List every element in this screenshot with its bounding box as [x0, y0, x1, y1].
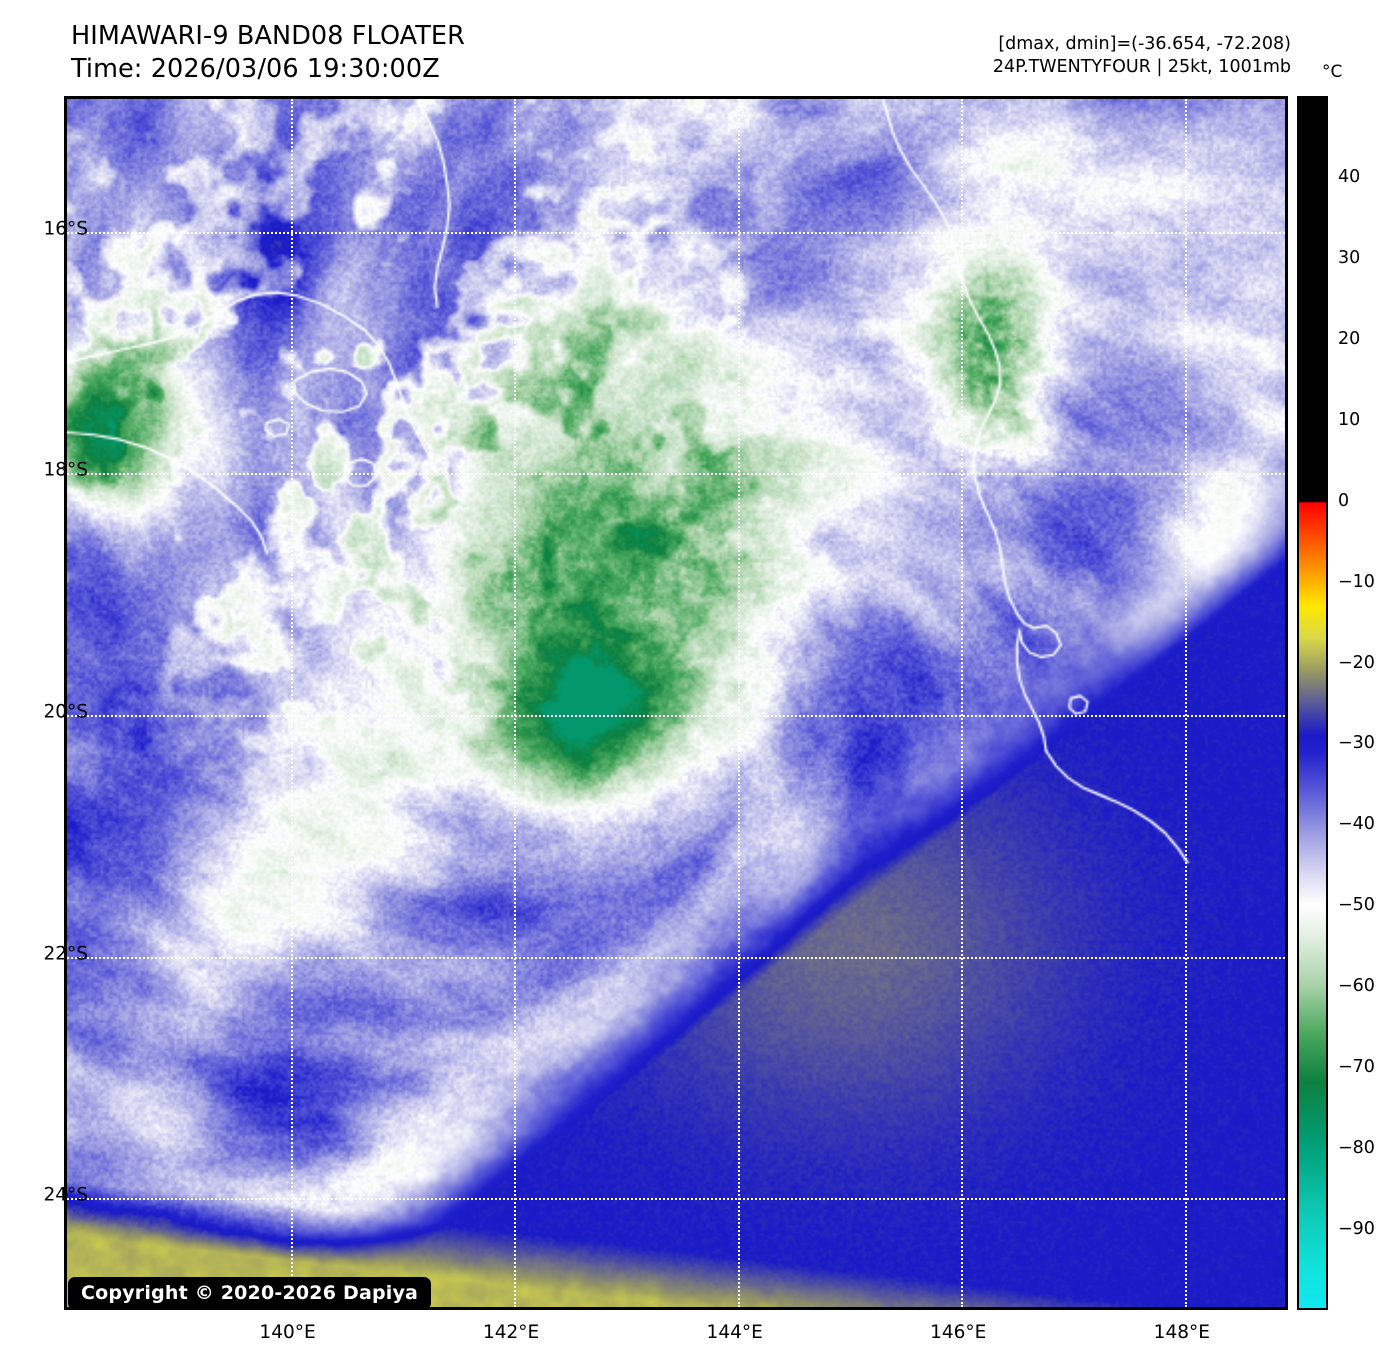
colorbar-tick-label: −90: [1338, 1219, 1375, 1240]
storm-info-label: 24P.TWENTYFOUR | 25kt, 1001mb: [992, 57, 1291, 78]
colorbar-tick-label: −10: [1338, 571, 1375, 592]
longitude-tick-label: 144°E: [706, 1322, 763, 1343]
colorbar-tick-label: −60: [1338, 976, 1375, 997]
colorbar-gradient: [1299, 98, 1326, 1308]
colorbar-tick-label: −40: [1338, 814, 1375, 835]
colorbar-tick-label: −80: [1338, 1138, 1375, 1159]
header-title-block: HIMAWARI-9 BAND08 FLOATER Time: 2026/03/…: [71, 20, 465, 86]
colorbar-tick-label: 0: [1338, 490, 1350, 511]
colorbar-tick-label: 40: [1338, 166, 1361, 187]
satellite-imagery-canvas: [67, 99, 1285, 1307]
metadata-block: [dmax, dmin]=(-36.654, -72.208) 24P.TWEN…: [993, 33, 1291, 80]
latitude-tick-label: 16°S: [43, 218, 88, 240]
longitude-tick-label: 148°E: [1153, 1322, 1210, 1343]
colorbar-tick-label: 20: [1338, 328, 1361, 349]
latitude-tick-label: 22°S: [43, 943, 88, 965]
latitude-tick-label: 24°S: [43, 1184, 88, 1206]
longitude-tick-label: 140°E: [259, 1322, 316, 1343]
timestamp-label: Time: 2026/03/06 19:30:00Z: [71, 54, 440, 85]
colorbar-tick-label: 30: [1338, 247, 1361, 268]
colorbar-unit-label: °C: [1322, 62, 1343, 82]
colorbar-tick-label: −70: [1338, 1057, 1375, 1078]
colorbar-tick-label: 10: [1338, 409, 1361, 430]
temperature-colorbar[interactable]: [1297, 96, 1328, 1310]
latitude-tick-label: 18°S: [43, 459, 88, 481]
colorbar-tick-label: −50: [1338, 895, 1375, 916]
copyright-watermark: Copyright © 2020-2026 Dapiya: [68, 1277, 432, 1310]
colorbar-tick-label: −20: [1338, 652, 1375, 673]
satellite-image-plot[interactable]: [64, 96, 1288, 1310]
latitude-tick-label: 20°S: [43, 701, 88, 723]
longitude-tick-label: 142°E: [482, 1322, 540, 1343]
colorbar-tick-label: −30: [1338, 733, 1375, 754]
longitude-tick-label: 146°E: [930, 1322, 987, 1343]
dmax-dmin-label: [dmax, dmin]=(-36.654, -72.208): [998, 34, 1291, 54]
page-title: HIMAWARI-9 BAND08 FLOATER: [71, 21, 465, 51]
